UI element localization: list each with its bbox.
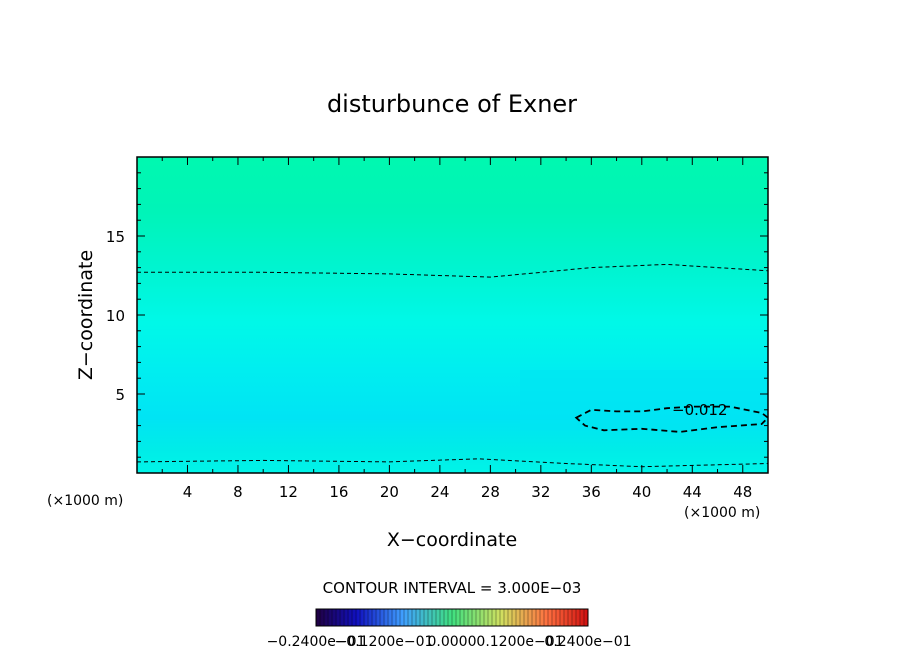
x-tick-label: 36: [582, 483, 601, 501]
x-axis-ticks: 4 8 12 16 20 24 28 32 36 40 44 48: [161, 157, 769, 501]
colorbar-label: −0.1200e−01: [335, 634, 434, 650]
x-units-left: (×1000 m): [47, 493, 123, 509]
x-tick-label: 4: [183, 483, 193, 501]
x-tick-label: 8: [233, 483, 243, 501]
x-tick-label: 48: [733, 483, 752, 501]
x-tick-label: 12: [279, 483, 298, 501]
x-axis-label: X−coordinate: [387, 529, 517, 551]
colorbar-label: 0.1200e−01: [476, 634, 563, 650]
x-tick-label: 16: [329, 483, 348, 501]
chart-title: disturbunce of Exner: [327, 90, 577, 118]
x-tick-label: 32: [531, 483, 550, 501]
y-tick-label: 5: [115, 386, 125, 404]
colorbar-labels: −0.2400e−01−0.1200e−010.0000 0.1200e−010.…: [267, 634, 632, 650]
x-tick-label: 28: [481, 483, 500, 501]
x-units-right: (×1000 m): [684, 505, 760, 521]
colorbar-label: 0.2400e−01: [544, 634, 631, 650]
y-axis-ticks: 5 10 15: [106, 156, 768, 458]
colorbar-stripes: [319, 609, 585, 626]
x-tick-label: 44: [683, 483, 702, 501]
colorbar-label: 0.0000: [428, 634, 477, 650]
y-axis-label: Z−coordinate: [75, 250, 97, 380]
x-tick-label: 40: [632, 483, 651, 501]
contour-label: −0.012: [672, 401, 728, 419]
field-blob: [520, 370, 768, 430]
colorbar-frame: [315, 608, 589, 627]
colorbar-label: −0.2400e−01: [267, 634, 366, 650]
contour-line: [137, 263, 768, 278]
y-tick-label: 15: [106, 228, 125, 246]
contour-interval-note: CONTOUR INTERVAL = 3.000E−03: [323, 579, 582, 597]
contour-line: [574, 405, 768, 433]
y-tick-label: 10: [106, 307, 125, 325]
x-tick-label: 20: [380, 483, 399, 501]
x-tick-label: 24: [430, 483, 449, 501]
